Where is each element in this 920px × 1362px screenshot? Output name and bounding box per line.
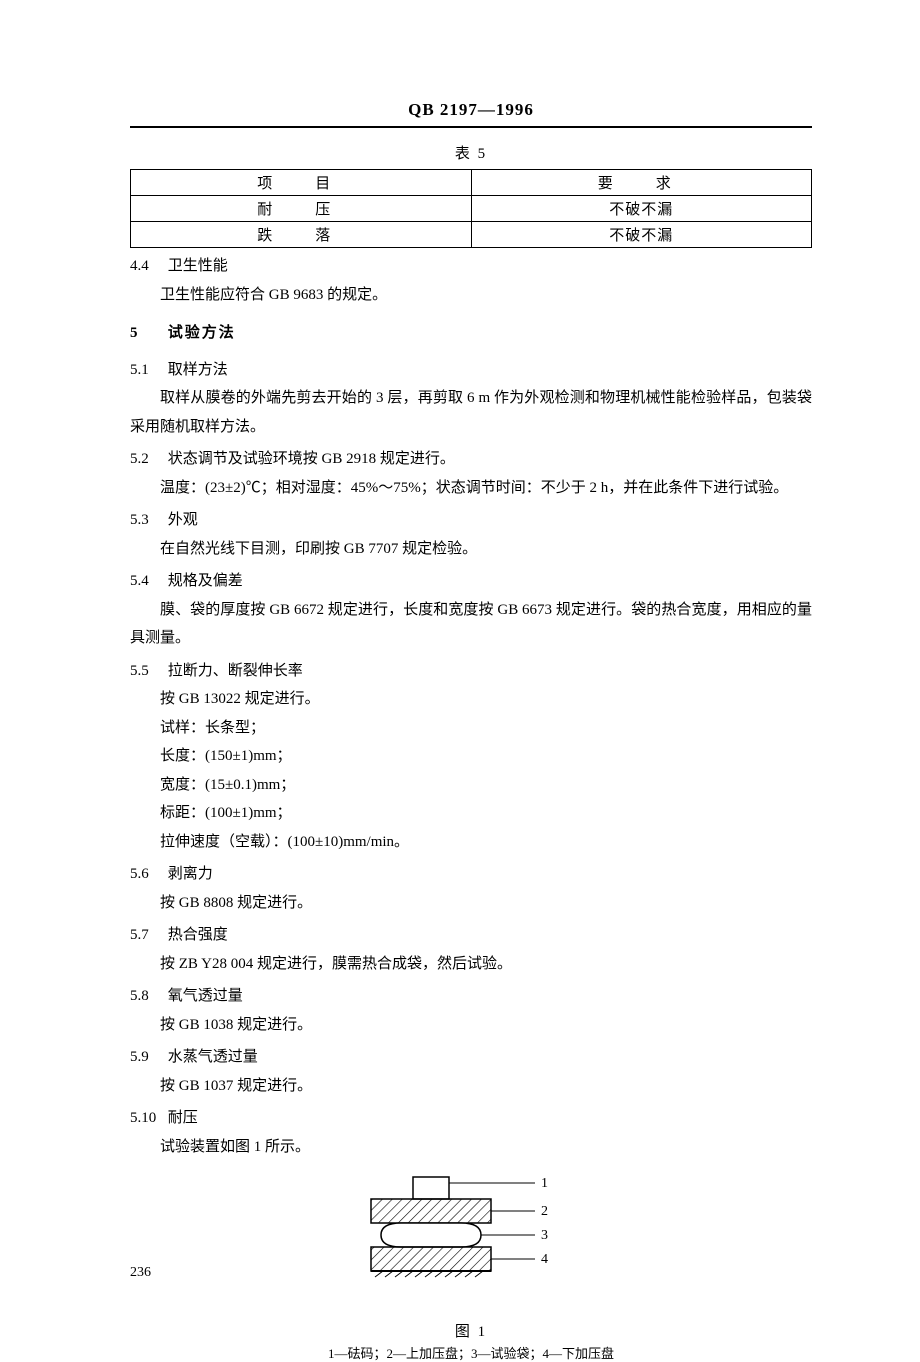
- clause-number: 5.2: [130, 445, 164, 474]
- clause-body: 取样从膜卷的外端先剪去开始的 3 层，再剪取 6 m 作为外观检测和物理机械性能…: [130, 384, 812, 441]
- clause-number: 5.6: [130, 860, 164, 889]
- pressure-device-diagram: 1 2 3 4: [321, 1171, 621, 1311]
- section-5-9: 5.9 水蒸气透过量 按 GB 1037 规定进行。: [130, 1043, 812, 1100]
- callout-4: 4: [541, 1252, 548, 1267]
- clause-title: 试验方法: [168, 325, 236, 341]
- upper-plate-shape: [371, 1199, 491, 1223]
- section-5-4: 5.4 规格及偏差 膜、袋的厚度按 GB 6672 规定进行，长度和宽度按 GB…: [130, 567, 812, 653]
- page-number: 236: [130, 1265, 151, 1281]
- cell-item: 耐 压: [131, 196, 472, 222]
- table-caption: 表 5: [130, 142, 812, 163]
- col-req: 要 求: [471, 170, 812, 196]
- clause-number: 5.8: [130, 982, 164, 1011]
- line: 宽度：(15±0.1)mm；: [160, 771, 812, 800]
- table-row: 跌 落 不破不漏: [131, 222, 812, 248]
- clause-title: 规格及偏差: [168, 573, 243, 589]
- clause-title: 状态调节及试验环境按 GB 2918 规定进行。: [168, 451, 455, 467]
- clause-number: 4.4: [130, 252, 164, 281]
- clause-title: 水蒸气透过量: [168, 1049, 258, 1065]
- lower-plate-shape: [371, 1247, 491, 1271]
- clause-body: 试验装置如图 1 所示。: [130, 1133, 812, 1162]
- figure-legend: 1—砝码；2—上加压盘；3—试验袋；4—下加压盘: [130, 1343, 812, 1362]
- section-5-2: 5.2 状态调节及试验环境按 GB 2918 规定进行。 温度：(23±2)℃；…: [130, 445, 812, 502]
- clause-body-lines: 按 GB 13022 规定进行。 试样：长条型； 长度：(150±1)mm； 宽…: [130, 685, 812, 856]
- line: 试样：长条型；: [160, 714, 812, 743]
- cell-req: 不破不漏: [471, 222, 812, 248]
- clause-body: 按 GB 8808 规定进行。: [130, 889, 812, 918]
- clause-title: 取样方法: [168, 362, 228, 378]
- weight-shape: [413, 1177, 449, 1199]
- cell-item: 跌 落: [131, 222, 472, 248]
- table-row: 项 目 要 求: [131, 170, 812, 196]
- clause-title: 拉断力、断裂伸长率: [168, 663, 303, 679]
- clause-title: 氧气透过量: [168, 988, 243, 1004]
- line: 按 GB 13022 规定进行。: [160, 685, 812, 714]
- line: 长度：(150±1)mm；: [160, 742, 812, 771]
- clause-number: 5.9: [130, 1043, 164, 1072]
- clause-number: 5.1: [130, 356, 164, 385]
- figure-svg-wrap: 1 2 3 4: [321, 1171, 621, 1311]
- clause-number: 5.7: [130, 921, 164, 950]
- clause-body: 按 ZB Y28 004 规定进行，膜需热合成袋，然后试验。: [130, 950, 812, 979]
- callout-3: 3: [541, 1228, 548, 1243]
- clause-body: 膜、袋的厚度按 GB 6672 规定进行，长度和宽度按 GB 6673 规定进行…: [130, 596, 812, 653]
- clause-body: 按 GB 1037 规定进行。: [130, 1072, 812, 1101]
- section-4-4: 4.4 卫生性能 卫生性能应符合 GB 9683 的规定。: [130, 252, 812, 309]
- clause-number: 5: [130, 319, 164, 348]
- requirements-table: 项 目 要 求 耐 压 不破不漏 跌 落 不破不漏: [130, 169, 812, 248]
- clause-body: 温度：(23±2)℃；相对湿度：45%～75%；状态调节时间：不少于 2 h，并…: [130, 474, 812, 503]
- callout-2: 2: [541, 1204, 548, 1219]
- clause-title: 耐压: [168, 1110, 198, 1126]
- clause-title: 剥离力: [168, 866, 213, 882]
- clause-number: 5.5: [130, 657, 164, 686]
- callout-1: 1: [541, 1176, 548, 1191]
- section-5-1: 5.1 取样方法 取样从膜卷的外端先剪去开始的 3 层，再剪取 6 m 作为外观…: [130, 356, 812, 442]
- section-5-3: 5.3 外观 在自然光线下目测，印刷按 GB 7707 规定检验。: [130, 506, 812, 563]
- section-5-5: 5.5 拉断力、断裂伸长率 按 GB 13022 规定进行。 试样：长条型； 长…: [130, 657, 812, 857]
- figure-caption: 图 1: [130, 1320, 812, 1341]
- clause-title: 卫生性能: [168, 258, 228, 274]
- section-5-8: 5.8 氧气透过量 按 GB 1038 规定进行。: [130, 982, 812, 1039]
- clause-body: 在自然光线下目测，印刷按 GB 7707 规定检验。: [130, 535, 812, 564]
- clause-title: 热合强度: [168, 927, 228, 943]
- line: 标距：(100±1)mm；: [160, 799, 812, 828]
- test-bag-shape: [381, 1223, 481, 1247]
- clause-title: 外观: [168, 512, 198, 528]
- clause-body: 按 GB 1038 规定进行。: [130, 1011, 812, 1040]
- clause-body: 卫生性能应符合 GB 9683 的规定。: [130, 281, 812, 310]
- figure-1: 1 2 3 4 图 1 1—砝码；2—上加压盘；3—试验袋；4—下加压盘: [130, 1171, 812, 1362]
- clause-number: 5.10: [130, 1104, 164, 1133]
- cell-req: 不破不漏: [471, 196, 812, 222]
- clause-number: 5.4: [130, 567, 164, 596]
- table-row: 耐 压 不破不漏: [131, 196, 812, 222]
- section-5-6: 5.6 剥离力 按 GB 8808 规定进行。: [130, 860, 812, 917]
- section-5-10: 5.10 耐压 试验装置如图 1 所示。: [130, 1104, 812, 1161]
- line: 拉伸速度（空载）：(100±10)mm/min。: [160, 828, 812, 857]
- page: QB 2197—1996 表 5 项 目 要 求 耐 压 不破不漏 跌 落 不破…: [0, 0, 920, 1305]
- clause-number: 5.3: [130, 506, 164, 535]
- section-5: 5 试验方法: [130, 319, 812, 348]
- doc-header: QB 2197—1996: [130, 100, 812, 128]
- section-5-7: 5.7 热合强度 按 ZB Y28 004 规定进行，膜需热合成袋，然后试验。: [130, 921, 812, 978]
- col-item: 项 目: [131, 170, 472, 196]
